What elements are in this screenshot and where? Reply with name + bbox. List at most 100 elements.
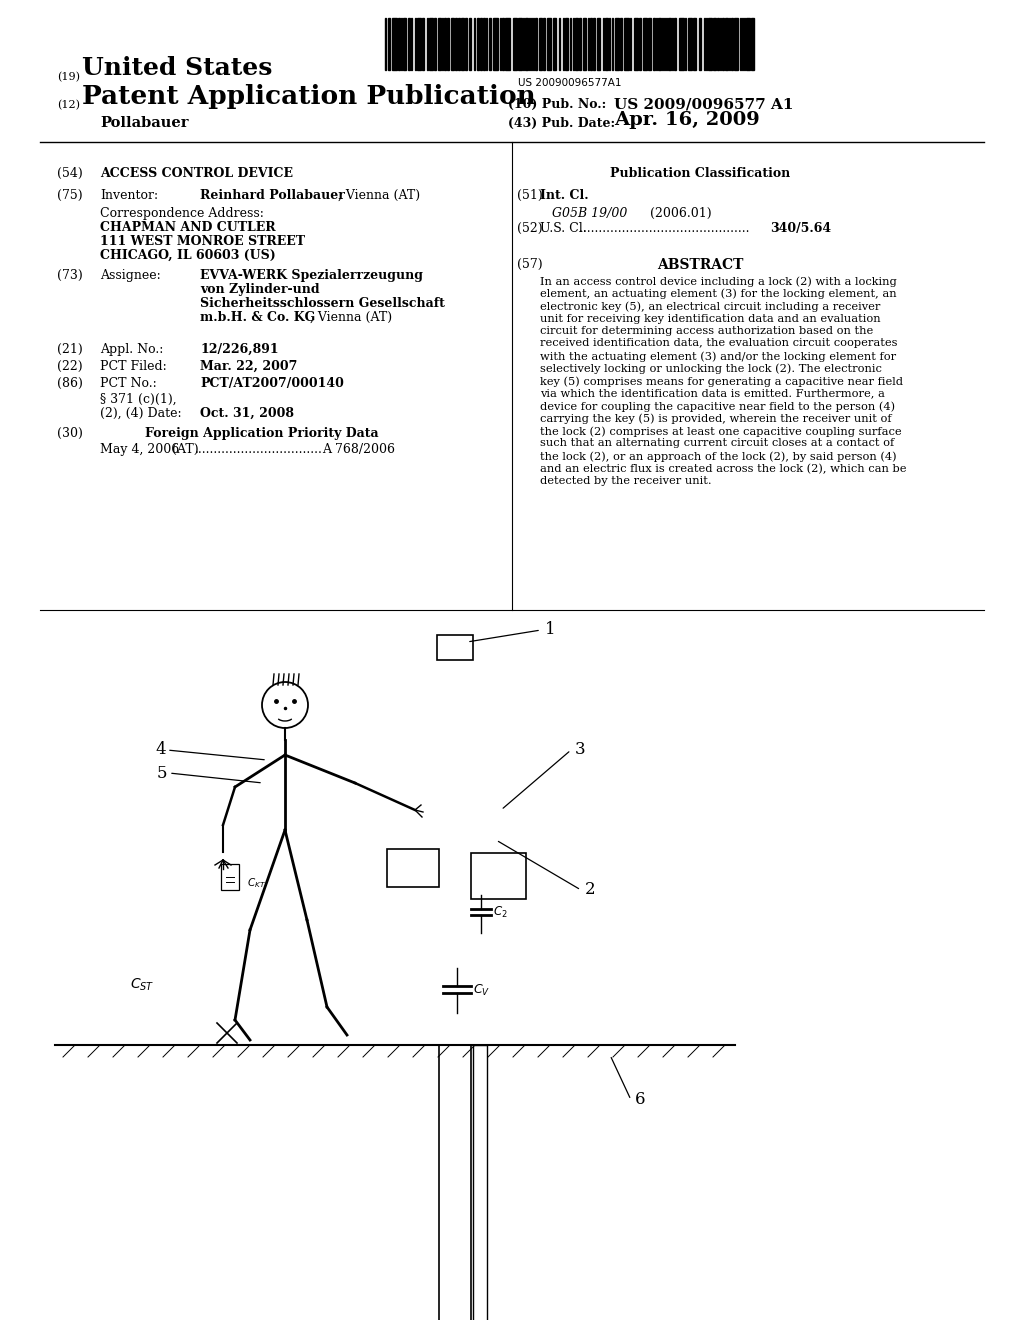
Text: carrying the key (5) is provided, wherein the receiver unit of: carrying the key (5) is provided, wherei…	[540, 413, 892, 424]
Text: ABSTRACT: ABSTRACT	[656, 257, 743, 272]
Text: 111 WEST MONROE STREET: 111 WEST MONROE STREET	[100, 235, 305, 248]
Text: Patent Application Publication: Patent Application Publication	[82, 84, 536, 110]
Bar	[539, 18, 542, 70]
Bar	[634, 18, 638, 70]
Bar	[505, 18, 510, 70]
Text: , Vienna (AT): , Vienna (AT)	[310, 312, 392, 323]
Bar	[668, 18, 671, 70]
Text: (22): (22)	[57, 360, 83, 374]
Bar	[553, 18, 556, 70]
Bar	[473, 1045, 487, 1320]
Text: Oct. 31, 2008: Oct. 31, 2008	[200, 407, 294, 420]
Text: Foreign Application Priority Data: Foreign Application Priority Data	[145, 426, 379, 440]
Text: In an access control device including a lock (2) with a locking: In an access control device including a …	[540, 276, 897, 286]
Bar	[525, 18, 528, 70]
Text: (75): (75)	[57, 189, 83, 202]
Text: United States: United States	[82, 55, 272, 81]
Bar	[489, 18, 490, 70]
Text: (19): (19)	[57, 71, 80, 82]
Text: Correspondence Address:: Correspondence Address:	[100, 207, 264, 220]
Text: the lock (2), or an approach of the lock (2), by said person (4): the lock (2), or an approach of the lock…	[540, 451, 897, 462]
Bar	[643, 18, 647, 70]
Bar	[688, 18, 692, 70]
Text: circuit for determining access authorization based on the: circuit for determining access authoriza…	[540, 326, 873, 337]
Text: U.S. Cl.: U.S. Cl.	[540, 222, 587, 235]
Bar	[624, 18, 629, 70]
Text: (AT): (AT)	[172, 444, 199, 455]
Bar	[648, 18, 651, 70]
Text: (51): (51)	[517, 189, 543, 202]
Bar	[699, 18, 701, 70]
Bar	[437, 635, 473, 660]
Bar	[439, 1045, 471, 1320]
Text: ............................................: ........................................…	[575, 222, 754, 235]
Text: Appl. No.:: Appl. No.:	[100, 343, 164, 356]
Bar	[465, 18, 467, 70]
Text: Apr. 16, 2009: Apr. 16, 2009	[614, 111, 760, 129]
Bar	[403, 18, 406, 70]
Text: US 20090096577A1: US 20090096577A1	[518, 78, 622, 88]
Bar	[417, 18, 421, 70]
Bar	[429, 18, 433, 70]
Text: (73): (73)	[57, 269, 83, 282]
Bar	[493, 18, 498, 70]
Text: Sicherheitsschlossern Gesellschaft: Sicherheitsschlossern Gesellschaft	[200, 297, 444, 310]
Text: ACCESS CONTROL DEVICE: ACCESS CONTROL DEVICE	[100, 168, 293, 180]
Text: unit for receiving key identification data and an evaluation: unit for receiving key identification da…	[540, 314, 881, 323]
Text: § 371 (c)(1),: § 371 (c)(1),	[100, 393, 176, 407]
Bar	[483, 18, 485, 70]
Bar	[408, 18, 410, 70]
Bar	[221, 865, 239, 890]
Bar	[731, 18, 733, 70]
Text: 3: 3	[575, 742, 586, 759]
Bar	[746, 18, 750, 70]
Bar	[583, 18, 586, 70]
Text: Pollabauer: Pollabauer	[100, 116, 188, 129]
Bar	[513, 18, 517, 70]
Text: A 768/2006: A 768/2006	[322, 444, 395, 455]
Text: Publication Classification: Publication Classification	[610, 168, 791, 180]
Text: 12/226,891: 12/226,891	[200, 343, 279, 356]
Text: von Zylinder-und: von Zylinder-und	[200, 282, 319, 296]
Text: PCT/AT2007/000140: PCT/AT2007/000140	[200, 378, 344, 389]
Text: , Vienna (AT): , Vienna (AT)	[338, 189, 420, 202]
Bar	[693, 18, 696, 70]
Text: device for coupling the capacitive near field to the person (4): device for coupling the capacitive near …	[540, 401, 895, 412]
Text: such that an alternating current circuit closes at a contact of: such that an alternating current circuit…	[540, 438, 894, 449]
Bar	[579, 18, 581, 70]
Bar	[398, 18, 400, 70]
Bar	[461, 18, 464, 70]
Text: (21): (21)	[57, 343, 83, 356]
Text: the lock (2) comprises at least one capacitive coupling surface: the lock (2) comprises at least one capa…	[540, 426, 901, 437]
Text: (54): (54)	[57, 168, 83, 180]
Text: G05B 19/00: G05B 19/00	[552, 207, 628, 220]
Bar	[387, 849, 439, 887]
Bar	[535, 18, 537, 70]
Bar	[469, 18, 471, 70]
Text: .................................: .................................	[195, 444, 323, 455]
Text: 1: 1	[545, 622, 556, 639]
Text: EVVA-WERK Spezialerrzeugung: EVVA-WERK Spezialerrzeugung	[200, 269, 423, 282]
Text: and an electric flux is created across the lock (2), which can be: and an electric flux is created across t…	[540, 463, 906, 474]
Bar	[708, 18, 712, 70]
Bar	[658, 18, 662, 70]
Bar	[434, 18, 436, 70]
Bar	[388, 18, 390, 70]
Text: 340/5.64: 340/5.64	[770, 222, 831, 235]
Text: electronic key (5), an electrical circuit including a receiver: electronic key (5), an electrical circui…	[540, 301, 881, 312]
Text: detected by the receiver unit.: detected by the receiver unit.	[540, 477, 712, 486]
Text: via which the identification data is emitted. Furthermore, a: via which the identification data is emi…	[540, 388, 885, 399]
Text: received identification data, the evaluation circuit cooperates: received identification data, the evalua…	[540, 338, 897, 348]
Text: $C_{ST}$: $C_{ST}$	[130, 977, 155, 993]
Bar	[438, 18, 441, 70]
Text: $C_{KT}$: $C_{KT}$	[247, 876, 266, 890]
Bar	[458, 18, 460, 70]
Text: US 2009/0096577 A1: US 2009/0096577 A1	[614, 96, 794, 111]
Bar	[734, 18, 738, 70]
Bar	[597, 18, 600, 70]
Bar	[593, 18, 595, 70]
Text: (2006.01): (2006.01)	[650, 207, 712, 220]
Text: Inventor:: Inventor:	[100, 189, 158, 202]
Bar	[639, 18, 641, 70]
Text: 5: 5	[157, 764, 168, 781]
